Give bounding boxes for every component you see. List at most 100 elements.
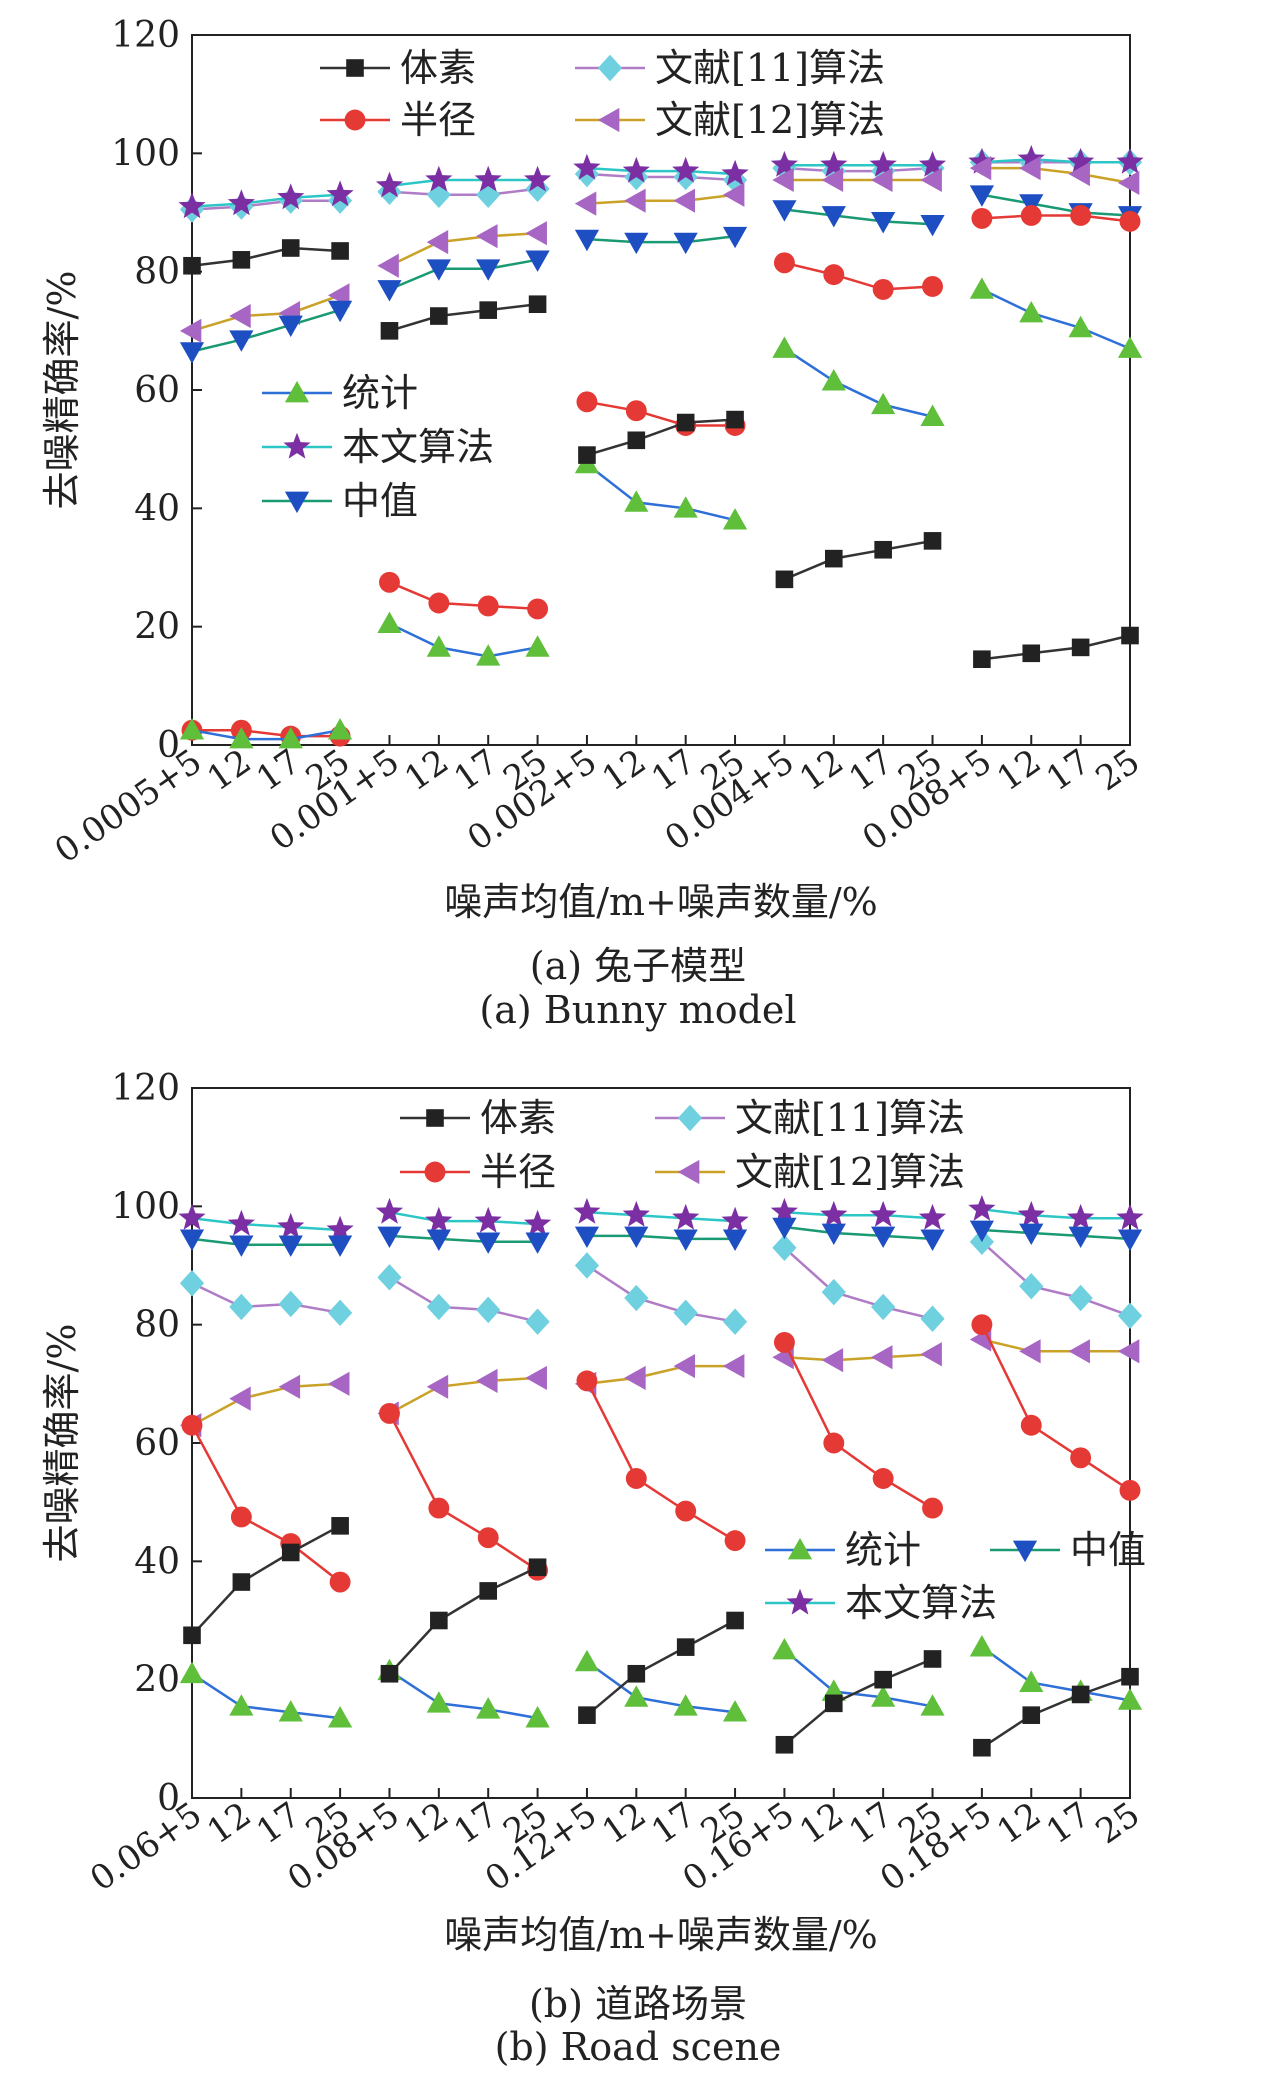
data-point [479, 1582, 498, 1600]
data-point [479, 301, 498, 319]
data-point [574, 1649, 600, 1672]
data-point [1019, 156, 1041, 181]
data-point [227, 1209, 255, 1236]
data-point [1068, 161, 1090, 187]
y-tick-label: 0 [157, 1778, 180, 1819]
data-point [426, 1374, 449, 1399]
x-tick-label: 12 [398, 742, 456, 800]
series-line-segment [586, 418, 736, 457]
x-axis-label: 噪声均值/m+噪声数量/% [444, 880, 878, 924]
data-point [527, 598, 549, 620]
data-point [922, 1497, 943, 1519]
series-line-segment [389, 1234, 538, 1244]
data-point [1022, 1706, 1041, 1724]
y-axis-label: 去噪精确率/% [40, 271, 84, 510]
data-point [871, 1345, 893, 1370]
data-point [772, 1234, 797, 1261]
data-point [726, 410, 744, 429]
data-point [179, 342, 205, 364]
data-point [1020, 1414, 1042, 1436]
data-point [1116, 147, 1144, 174]
data-point [624, 1365, 646, 1391]
data-point [872, 1468, 894, 1489]
data-point [425, 1206, 453, 1233]
data-point [726, 1611, 744, 1630]
data-point [229, 303, 251, 329]
series-line-segment [981, 1240, 1131, 1317]
series-line-segment [191, 246, 341, 267]
data-point [573, 1197, 601, 1224]
data-point [428, 1497, 450, 1519]
legend-marker [283, 432, 311, 459]
data-point [328, 1235, 353, 1257]
legend-marker [346, 59, 364, 77]
data-point [871, 392, 896, 415]
data-point [574, 191, 597, 216]
series-line-segment [981, 634, 1131, 661]
series-line-segment [388, 1376, 538, 1415]
series-line-segment [784, 1353, 933, 1362]
data-point [772, 167, 794, 193]
data-point [824, 549, 843, 568]
data-point [770, 1197, 798, 1224]
data-point [627, 431, 646, 450]
data-point [673, 1229, 698, 1251]
legend-marker [786, 1588, 814, 1615]
data-point [920, 167, 942, 193]
data-point [377, 253, 399, 278]
series-line-segment [191, 1216, 341, 1232]
data-point [969, 277, 994, 299]
legend-label: 本文算法 [845, 1581, 997, 1625]
data-point [823, 1432, 845, 1454]
data-point [722, 1229, 748, 1251]
data-point [871, 1226, 896, 1249]
series-line-segment [981, 214, 1131, 223]
data-point [1070, 205, 1092, 226]
data-point [528, 1558, 547, 1577]
data-point [820, 150, 848, 177]
series-line-segment [191, 1237, 341, 1247]
data-point [624, 1284, 649, 1312]
data-point [183, 1626, 201, 1645]
data-point [277, 1212, 305, 1239]
series-line-segment [784, 1225, 933, 1241]
series-line-segment [784, 166, 933, 173]
series-line-segment [191, 1672, 341, 1720]
series-line-segment [586, 1660, 736, 1714]
data-point [474, 165, 502, 192]
data-point [920, 1342, 942, 1367]
data-point [871, 1293, 896, 1321]
series-line-segment [190, 1424, 341, 1583]
data-point [625, 1468, 647, 1489]
data-point [278, 1374, 301, 1399]
legend-label: 统计 [845, 1528, 921, 1572]
data-point [923, 1650, 942, 1668]
data-point [426, 635, 451, 657]
series-line-segment [783, 1246, 933, 1320]
x-tick-label: 17 [1039, 1795, 1097, 1853]
legend-marker [677, 1104, 703, 1132]
legend-label: 文献[12]算法 [655, 98, 885, 142]
y-tick-label: 60 [134, 370, 180, 411]
caption-road-cn: (b) 道路场景 [528, 1982, 748, 2026]
data-point [426, 1293, 451, 1321]
series-line-segment [586, 1364, 736, 1386]
data-point [377, 280, 402, 302]
data-point [525, 250, 550, 272]
data-point [477, 595, 499, 617]
data-point [673, 1353, 696, 1379]
x-tick-label: 0.0005+5 [48, 742, 209, 872]
y-tick-label: 100 [111, 133, 180, 174]
series-line-segment [586, 234, 736, 244]
data-point [722, 182, 745, 207]
data-point [574, 229, 600, 252]
data-point [476, 181, 501, 208]
data-point [721, 159, 749, 186]
series-line-segment [783, 1657, 933, 1746]
x-tick-label: 12 [595, 1795, 653, 1853]
legend-marker [424, 1161, 446, 1183]
data-point [673, 496, 698, 518]
data-point [1022, 644, 1041, 663]
data-point [329, 1571, 351, 1593]
y-axis-label: 去噪精确率/% [40, 1324, 84, 1563]
